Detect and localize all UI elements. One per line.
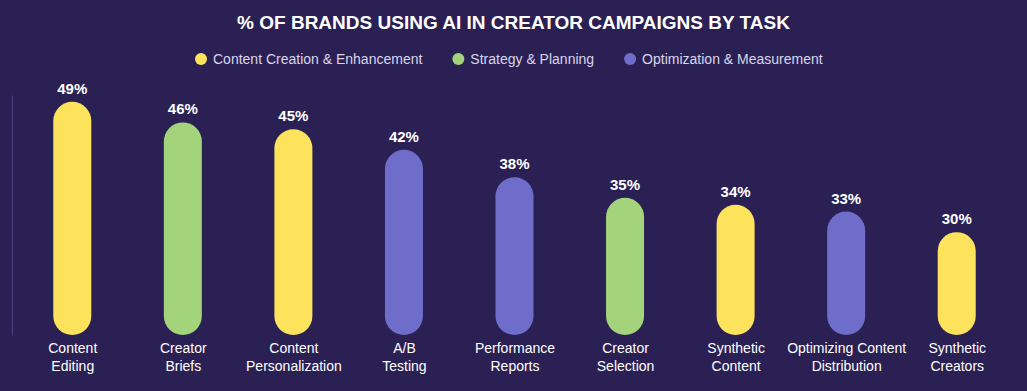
x-axis: ContentEditing CreatorBriefs ContentPerson…	[18, 338, 1013, 375]
data-label: 49%	[57, 80, 87, 97]
bar	[606, 198, 644, 335]
legend-swatch	[624, 53, 636, 65]
bar	[274, 129, 312, 335]
legend-item: Content Creation & Enhancement	[195, 51, 422, 67]
y-axis-line	[12, 96, 13, 336]
x-tick: PerformanceReports	[475, 340, 555, 374]
x-tick: CreatorSelection	[597, 340, 655, 374]
y-axis	[12, 96, 13, 336]
bar	[53, 102, 91, 335]
x-tick-label: ContentPersonalization	[246, 340, 342, 374]
x-tick: ContentEditing	[48, 340, 97, 374]
legend-swatch	[195, 53, 207, 65]
chart: % OF BRANDS USING AI IN CREATOR CAMPAIGN…	[0, 0, 1027, 391]
x-tick-label: ContentEditing	[48, 340, 97, 374]
bar	[164, 122, 202, 335]
data-label: 30%	[942, 210, 972, 227]
x-axis-line	[18, 337, 1013, 338]
x-tick-label: SyntheticContent	[707, 340, 765, 374]
data-label: 38%	[499, 155, 529, 172]
background	[0, 0, 1027, 391]
bars	[53, 102, 975, 335]
bar	[938, 232, 976, 335]
data-labels: 49% 45% 34% 30% 46% 35% 42% 38% 33%	[57, 80, 971, 227]
title: % OF BRANDS USING AI IN CREATOR CAMPAIGN…	[237, 12, 790, 33]
bar	[496, 177, 534, 335]
x-tick-label: CreatorSelection	[597, 340, 655, 374]
x-tick: A/BTesting	[382, 340, 426, 374]
data-label: 46%	[168, 100, 198, 117]
legend-swatch	[452, 53, 464, 65]
legend-item: Strategy & Planning	[452, 51, 594, 67]
x-tick: CreatorBriefs	[160, 340, 207, 374]
bar	[827, 212, 865, 335]
data-label: 34%	[721, 183, 751, 200]
x-tick-label: Optimizing ContentDistribution	[787, 340, 906, 374]
x-tick: SyntheticCreators	[928, 340, 986, 374]
x-tick: SyntheticContent	[707, 340, 765, 374]
legend-item: Optimization & Measurement	[624, 51, 823, 67]
legend-label: Strategy & Planning	[470, 51, 594, 67]
bar	[717, 205, 755, 335]
bar	[385, 150, 423, 335]
legend: Content Creation & Enhancement Strategy &…	[195, 51, 823, 67]
data-label: 35%	[610, 176, 640, 193]
x-tick-label: A/BTesting	[382, 340, 426, 374]
x-tick-label: PerformanceReports	[475, 340, 555, 374]
x-tick: ContentPersonalization	[246, 340, 342, 374]
data-label: 45%	[278, 107, 308, 124]
legend-label: Content Creation & Enhancement	[213, 51, 422, 67]
data-label: 42%	[389, 128, 419, 145]
legend-label: Optimization & Measurement	[642, 51, 823, 67]
data-label: 33%	[831, 190, 861, 207]
x-tick-label: CreatorBriefs	[160, 340, 207, 374]
x-tick: Optimizing ContentDistribution	[787, 340, 906, 374]
x-tick-label: SyntheticCreators	[928, 340, 986, 374]
